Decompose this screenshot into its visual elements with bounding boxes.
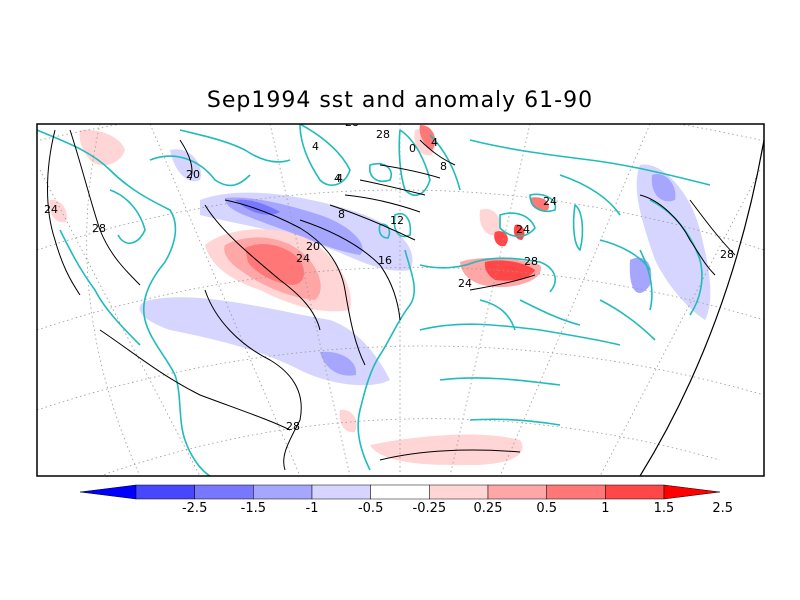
colorbar-segment bbox=[311, 484, 371, 500]
colorbar-arrow-left bbox=[79, 484, 137, 500]
colorbar-label: 0.5 bbox=[536, 501, 557, 516]
contour-label: 16 bbox=[378, 254, 392, 267]
colorbar-label: -1 bbox=[306, 501, 319, 516]
contour-label: 28 bbox=[376, 128, 390, 141]
colorbar-label: 0.25 bbox=[474, 501, 503, 516]
anomaly-positive-region bbox=[49, 199, 67, 223]
anomaly-negative-region bbox=[651, 174, 676, 202]
contour-label: 12 bbox=[390, 214, 404, 227]
anomaly-positive-region bbox=[479, 209, 501, 236]
colorbar-label: -0.5 bbox=[358, 501, 383, 516]
contour-label: 28 bbox=[92, 222, 106, 235]
contour-label: 24 bbox=[458, 277, 472, 290]
contour-label: 28 bbox=[345, 116, 359, 129]
contour-label: 24 bbox=[44, 203, 58, 216]
contour-label: 28 bbox=[524, 255, 538, 268]
contour-label: 8 bbox=[440, 160, 447, 173]
anomaly-positive-region bbox=[245, 244, 304, 285]
contour-label: 8 bbox=[338, 208, 345, 221]
colorbar: -2.5 -1.5 -1 -0.5 -0.25 0.25 0.5 1 1.5 2.5 bbox=[79, 484, 733, 516]
colorbar-segment bbox=[605, 484, 665, 500]
colorbar-segment bbox=[546, 484, 606, 500]
anomaly-negative-region bbox=[320, 351, 357, 376]
contour-label: 4 bbox=[336, 172, 343, 185]
sst-contours bbox=[47, 129, 736, 471]
contour-label: 4 bbox=[431, 136, 438, 149]
contour-label: 28 bbox=[286, 420, 300, 433]
colorbar-segment bbox=[135, 484, 195, 500]
contour-label: 4 bbox=[334, 172, 341, 185]
contour-label: 4 bbox=[312, 140, 319, 153]
contour-label: 24 bbox=[543, 195, 557, 208]
colorbar-segment bbox=[194, 484, 254, 500]
colorbar-label: -0.25 bbox=[413, 501, 447, 516]
anomaly-positive-region bbox=[419, 124, 436, 150]
map-title: Sep1994 sst and anomaly 61-90 bbox=[206, 88, 594, 113]
colorbar-segment bbox=[370, 484, 430, 500]
contour-label: 28 bbox=[720, 248, 734, 261]
anomaly-negative-region bbox=[235, 199, 280, 215]
contour-label: 24 bbox=[296, 252, 310, 265]
coastlines bbox=[37, 124, 711, 476]
colorbar-segment bbox=[429, 484, 489, 500]
anomaly-positive-region bbox=[79, 129, 125, 166]
contour-label: 20 bbox=[306, 240, 320, 253]
colorbar-segment bbox=[253, 484, 313, 500]
colorbar-segment bbox=[487, 484, 547, 500]
graticule bbox=[37, 124, 764, 476]
contour-label: 24 bbox=[516, 223, 530, 236]
contour-label: 0 bbox=[409, 142, 416, 155]
colorbar-label: 1.5 bbox=[654, 501, 675, 516]
anomaly-positive-region bbox=[484, 260, 535, 281]
contour-label: 20 bbox=[186, 168, 200, 181]
colorbar-label: -1.5 bbox=[241, 501, 266, 516]
anomaly-negative-region bbox=[629, 257, 652, 293]
anomaly-positive-region bbox=[370, 434, 523, 466]
projection-boundary bbox=[639, 139, 764, 476]
contour-labels: 24 28 20 4 0 4 8 4 8 12 16 20 24 24 24 2… bbox=[44, 116, 734, 433]
colorbar-label: 2.5 bbox=[712, 501, 733, 516]
colorbar-label: -2.5 bbox=[182, 501, 207, 516]
anomaly-positive-region bbox=[339, 409, 357, 433]
colorbar-arrow-right bbox=[663, 484, 721, 500]
colorbar-label: 1 bbox=[601, 501, 609, 516]
map-frame bbox=[36, 123, 765, 477]
